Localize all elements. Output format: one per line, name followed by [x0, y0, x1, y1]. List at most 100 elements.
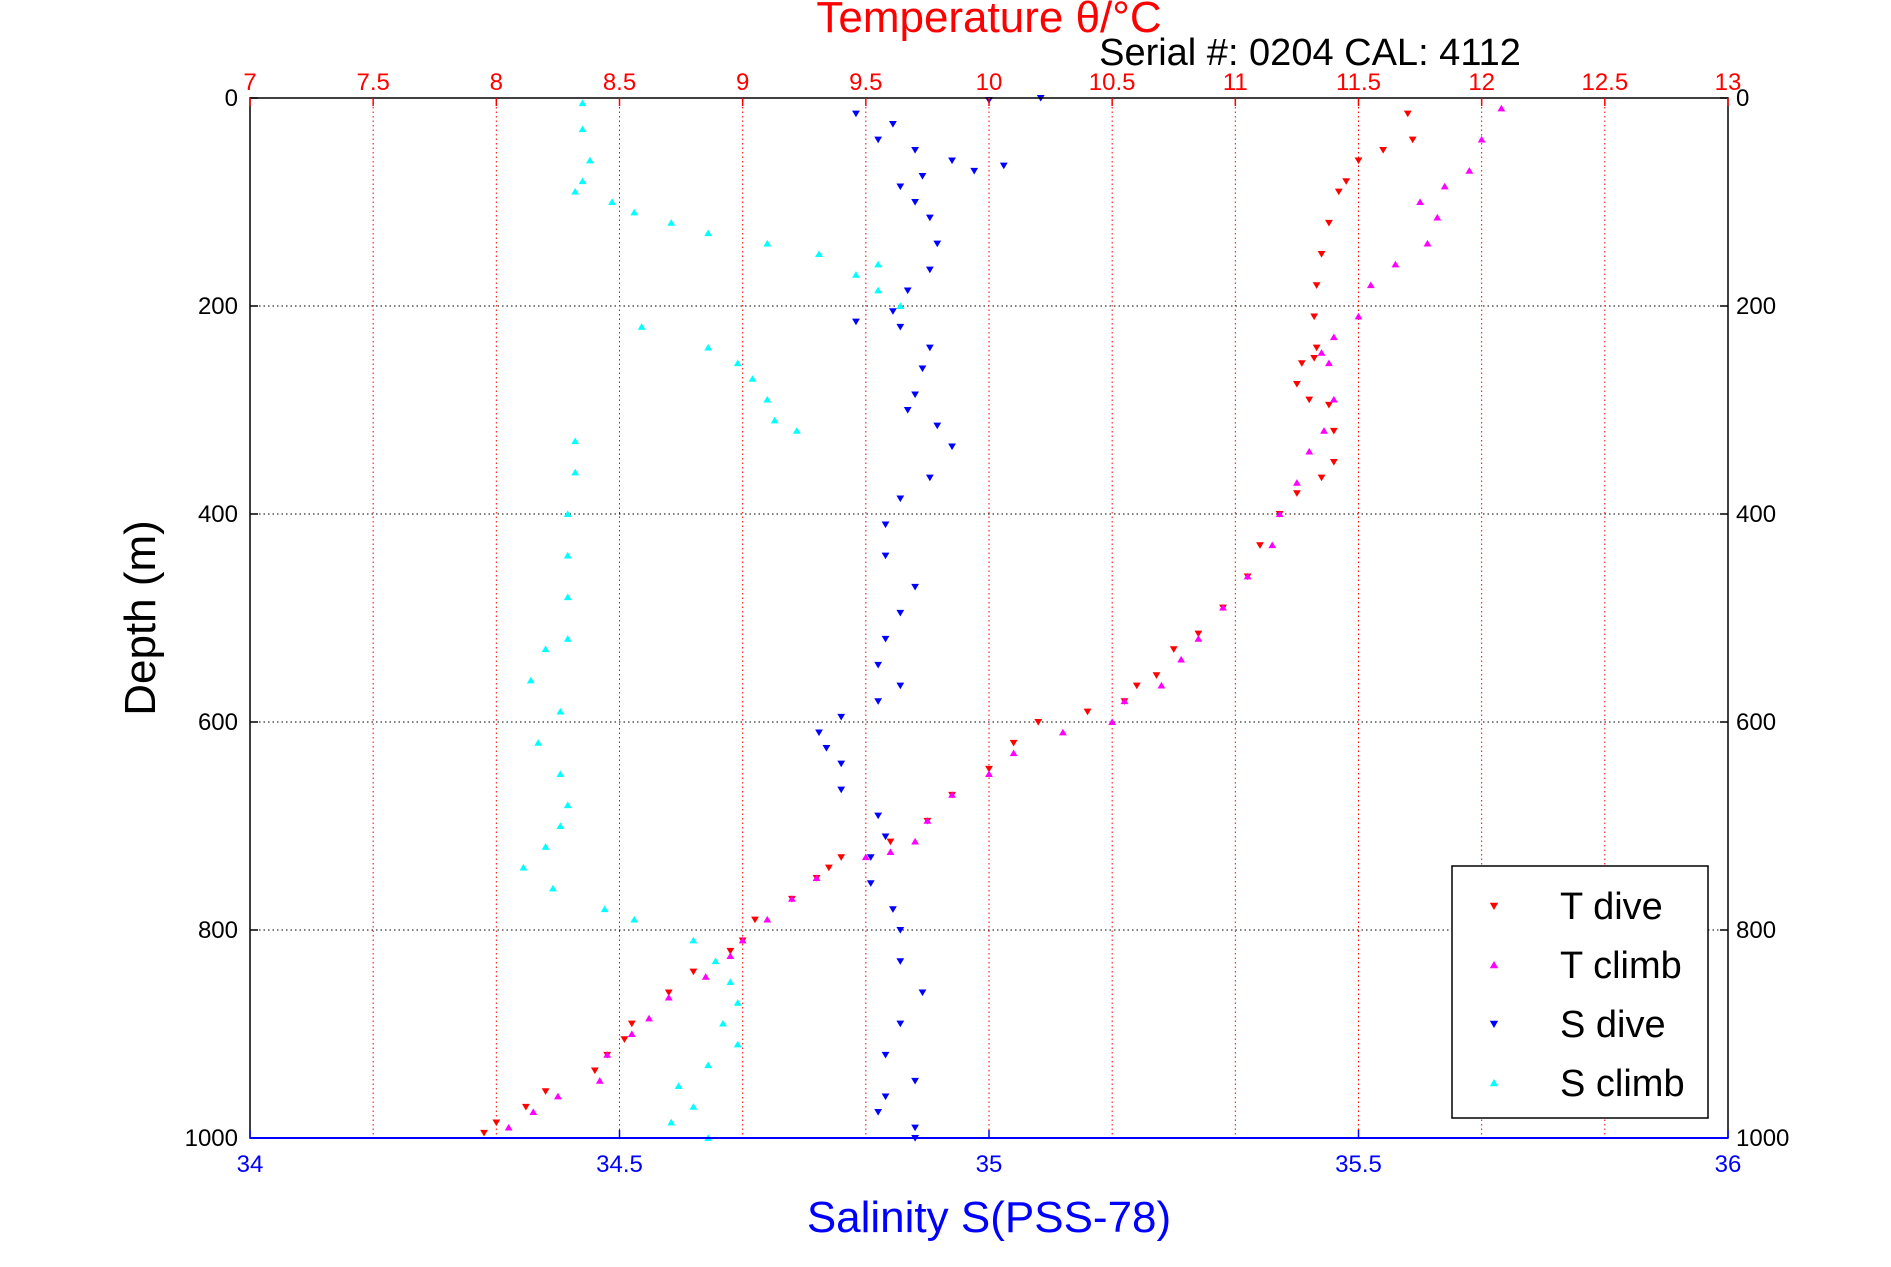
x-top-tick-label: 12.5 [1581, 69, 1628, 96]
point-t-climb [1243, 572, 1252, 580]
point-s-dive [852, 318, 860, 326]
point-t-dive [726, 947, 735, 955]
point-s-climb [578, 177, 587, 185]
point-s-climb [563, 551, 572, 559]
point-s-dive [918, 989, 927, 997]
x-top-tick-label: 12 [1468, 69, 1495, 96]
point-s-dive [911, 391, 919, 399]
point-t-climb [985, 770, 993, 777]
legend-item: S dive [1489, 1004, 1666, 1046]
point-t-dive [492, 1119, 501, 1127]
point-s-dive [948, 157, 956, 165]
point-s-climb [526, 676, 535, 684]
point-t-dive [1312, 344, 1321, 352]
point-s-climb [578, 99, 587, 107]
x-top-tick-label: 9.5 [849, 69, 882, 96]
point-t-climb [1433, 213, 1442, 221]
point-t-climb [1059, 728, 1067, 736]
point-t-dive [1379, 147, 1388, 154]
chart-title: Temperature θ/°C [816, 0, 1161, 42]
point-t-climb [1465, 167, 1474, 174]
point-s-climb [571, 187, 580, 195]
point-t-dive [1408, 136, 1417, 144]
point-s-climb [541, 645, 550, 653]
point-t-dive [1325, 219, 1333, 227]
x-top-tick-label: 8.5 [603, 69, 636, 96]
legend-label: T dive [1560, 886, 1663, 928]
point-t-dive [1152, 672, 1161, 679]
point-s-climb [534, 739, 543, 746]
point-t-dive [1342, 178, 1351, 185]
point-t-climb [1275, 510, 1284, 517]
point-s-dive [837, 786, 846, 794]
y-tick-label-right: 400 [1736, 501, 1776, 528]
point-s-dive [896, 1020, 905, 1028]
point-t-dive [1317, 251, 1326, 258]
point-s-dive [881, 833, 890, 841]
y-tick-label-left: 0 [225, 85, 238, 112]
point-s-climb [733, 359, 742, 367]
legend-label: S climb [1560, 1063, 1685, 1105]
point-s-climb [704, 1061, 713, 1069]
point-s-dive [815, 729, 823, 737]
point-s-climb [563, 801, 572, 809]
point-s-climb [519, 863, 528, 871]
legend-marker [1489, 961, 1499, 969]
point-s-climb [770, 416, 779, 424]
point-s-dive [874, 698, 883, 705]
point-t-climb [645, 1014, 653, 1022]
point-t-climb [554, 1092, 562, 1100]
point-s-climb [563, 593, 572, 601]
x-bottom-tick-label: 35 [976, 1151, 1003, 1178]
point-s-dive [874, 1109, 883, 1116]
point-s-climb [815, 250, 823, 257]
point-t-climb [948, 791, 956, 798]
point-s-climb [637, 323, 646, 330]
x-bottom-tick-label: 34 [237, 1151, 264, 1178]
point-s-dive [896, 609, 905, 617]
legend-marker [1489, 1020, 1499, 1028]
point-s-dive [903, 407, 912, 414]
point-s-dive [925, 266, 934, 274]
point-s-climb [541, 843, 550, 850]
point-t-climb [886, 848, 895, 855]
point-s-dive [925, 474, 934, 482]
point-t-climb [861, 853, 870, 861]
point-s-climb [733, 999, 742, 1006]
point-s-climb [689, 1103, 698, 1110]
point-s-climb [586, 156, 594, 164]
point-t-dive [627, 1020, 636, 1028]
point-t-dive [1256, 542, 1264, 549]
point-t-dive [1009, 739, 1018, 747]
point-t-climb [664, 993, 673, 1001]
point-s-dive [896, 958, 905, 965]
point-s-dive [852, 110, 860, 118]
point-t-climb [1293, 479, 1301, 486]
point-s-climb [704, 229, 713, 237]
point-s-climb [571, 468, 580, 476]
point-t-dive [521, 1103, 530, 1111]
point-s-climb [667, 219, 676, 226]
point-s-dive [889, 308, 897, 315]
point-t-dive [1329, 427, 1338, 435]
point-t-dive [689, 968, 698, 976]
point-s-dive [896, 183, 905, 191]
point-t-climb [1329, 333, 1338, 341]
point-t-climb [603, 1051, 612, 1058]
point-t-climb [1120, 697, 1129, 705]
point-s-dive [837, 760, 846, 768]
grid-layer [250, 98, 1728, 1138]
point-t-climb [1354, 312, 1363, 320]
x-bottom-tick-label: 34.5 [596, 1151, 643, 1178]
point-s-dive [881, 521, 890, 529]
point-t-climb [763, 915, 772, 923]
point-t-dive [1293, 381, 1301, 388]
point-t-climb [1305, 447, 1314, 455]
point-s-dive [918, 173, 927, 180]
point-s-dive [881, 1051, 890, 1059]
legend: T dive T climb S dive S climb [1451, 865, 1709, 1119]
point-t-climb [1157, 681, 1166, 689]
series-t-dive [480, 110, 1417, 1137]
point-s-dive [896, 682, 905, 690]
